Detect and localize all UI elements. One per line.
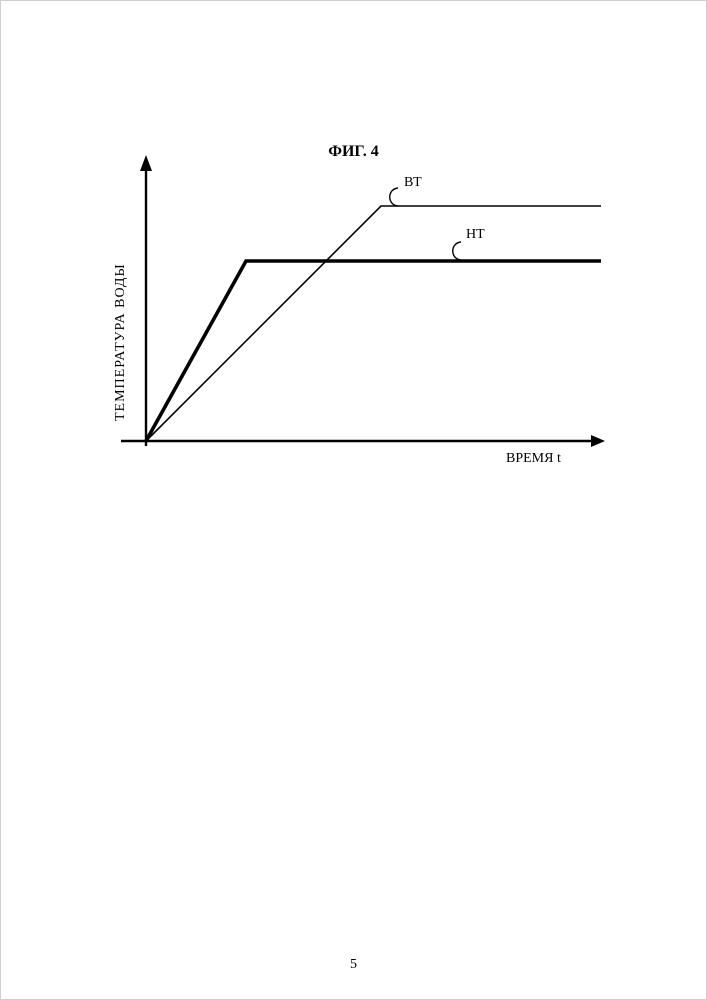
figure-area: ТЕМПЕРАТУРА ВОДЫ ВРЕМЯ t ВТ НТ [91,131,611,501]
series-bt-line [146,206,601,441]
series-ht-leader-icon [453,242,461,260]
y-axis-arrow-icon [140,155,152,171]
page: ФИГ. 4 ТЕМПЕРАТУРА ВОДЫ ВРЕМЯ t ВТ НТ [0,0,707,1000]
x-axis-arrow-icon [591,435,605,447]
page-number: 5 [1,957,706,973]
series-ht-line [146,261,601,441]
chart-svg [91,131,611,501]
series-bt-leader-icon [390,188,398,206]
